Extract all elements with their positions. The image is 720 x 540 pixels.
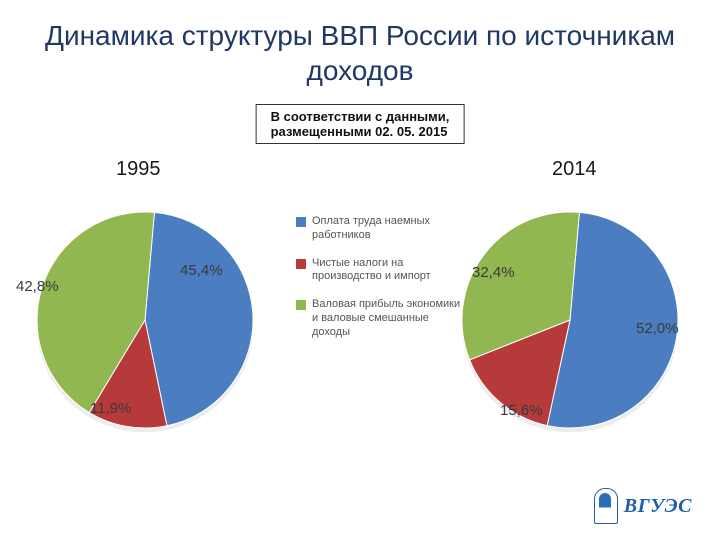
logo-text: ВГУЭС [624,495,692,518]
year-label-1995: 1995 [116,158,161,181]
slice-label-1995-red: 11,9% [90,400,131,417]
legend-label-red: Чистые налоги на производство и импорт [312,257,466,285]
slice-label-2014-red: 15,6% [500,402,543,419]
legend-item-green: Валовая прибыль экономики и валовые смеш… [296,298,466,339]
legend-item-red: Чистые налоги на производство и импорт [296,257,466,285]
legend-label-blue: Оплата труда наемных работников [312,215,466,243]
logo-icon [594,488,618,524]
logo: ВГУЭС [594,488,692,524]
slice-label-1995-green: 42,8% [16,278,59,295]
slide-title: Динамика структуры ВВП России по источни… [0,18,720,88]
legend-item-blue: Оплата труда наемных работников [296,215,466,243]
year-label-2014: 2014 [552,158,597,181]
legend-swatch-blue [296,217,306,227]
legend: Оплата труда наемных работников Чистые н… [296,215,466,353]
slide: Динамика структуры ВВП России по источни… [0,0,720,540]
subtitle-box: В соответствии с данными, размещенными 0… [256,104,465,144]
legend-label-green: Валовая прибыль экономики и валовые смеш… [312,298,466,339]
legend-swatch-green [296,300,306,310]
slice-label-2014-blue: 52,0% [636,320,679,337]
slice-label-2014-green: 32,4% [472,264,515,281]
subtitle-line2: размещенными 02. 05. 2015 [271,124,448,139]
legend-swatch-red [296,259,306,269]
subtitle-line1: В соответствии с данными, [271,109,450,124]
slice-label-1995-blue: 45,4% [180,262,223,279]
